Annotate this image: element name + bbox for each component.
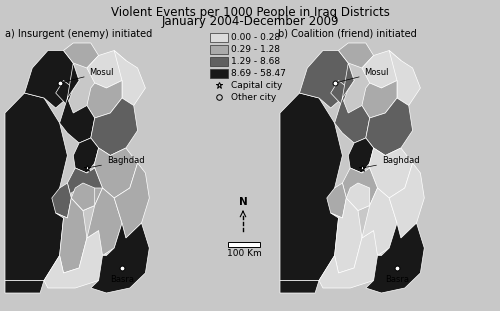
Bar [210, 57, 228, 66]
Polygon shape [342, 168, 378, 211]
Polygon shape [330, 198, 362, 273]
Polygon shape [319, 230, 382, 288]
Polygon shape [72, 188, 102, 211]
Text: January 2004-December 2009: January 2004-December 2009 [161, 15, 339, 28]
Text: Baghdad: Baghdad [90, 156, 144, 167]
Polygon shape [280, 281, 319, 293]
Polygon shape [348, 138, 374, 173]
Polygon shape [389, 50, 420, 105]
Polygon shape [362, 81, 397, 118]
Text: b) Coalition (friend) initiated: b) Coalition (friend) initiated [278, 29, 417, 39]
Polygon shape [334, 63, 370, 143]
Text: 1.29 - 8.68: 1.29 - 8.68 [231, 57, 280, 66]
Polygon shape [362, 50, 401, 88]
Bar [210, 33, 228, 42]
Polygon shape [362, 188, 397, 256]
Polygon shape [280, 93, 342, 281]
Text: 8.69 - 58.47: 8.69 - 58.47 [231, 69, 286, 78]
Text: Other city: Other city [231, 92, 276, 101]
Text: Capital city: Capital city [231, 81, 282, 90]
Polygon shape [114, 163, 150, 238]
Polygon shape [330, 81, 348, 105]
Polygon shape [91, 98, 138, 156]
Polygon shape [91, 223, 150, 293]
Bar [228, 242, 260, 247]
Text: Mosul: Mosul [338, 68, 389, 82]
Polygon shape [44, 230, 106, 288]
Polygon shape [5, 281, 44, 293]
Text: N: N [238, 197, 248, 207]
Polygon shape [366, 98, 412, 156]
Polygon shape [389, 163, 424, 238]
Polygon shape [52, 183, 72, 218]
Polygon shape [56, 198, 87, 273]
Polygon shape [114, 50, 146, 105]
Polygon shape [24, 50, 79, 108]
Text: 0.29 - 1.28: 0.29 - 1.28 [231, 45, 280, 54]
Polygon shape [5, 93, 68, 281]
Polygon shape [64, 43, 98, 68]
Polygon shape [370, 148, 412, 198]
Polygon shape [87, 50, 126, 88]
Polygon shape [68, 168, 102, 211]
Text: Mosul: Mosul [62, 68, 114, 82]
Polygon shape [60, 63, 94, 143]
Polygon shape [87, 188, 122, 256]
Text: 0.00 - 0.28: 0.00 - 0.28 [231, 33, 280, 42]
Polygon shape [366, 223, 424, 293]
Polygon shape [56, 81, 73, 105]
Text: Baghdad: Baghdad [364, 156, 420, 167]
Text: 100 Km: 100 Km [226, 249, 262, 258]
Polygon shape [87, 81, 122, 118]
Bar [210, 69, 228, 78]
Polygon shape [94, 148, 138, 198]
Polygon shape [338, 43, 374, 68]
Text: Violent Events per 1000 People in Iraq Districts: Violent Events per 1000 People in Iraq D… [110, 6, 390, 19]
Text: Basra: Basra [385, 275, 409, 284]
Text: a) Insurgent (enemy) initiated: a) Insurgent (enemy) initiated [5, 29, 152, 39]
Text: Basra: Basra [110, 275, 134, 284]
Polygon shape [72, 183, 94, 211]
Polygon shape [346, 183, 370, 211]
Polygon shape [300, 50, 354, 108]
Polygon shape [327, 183, 346, 218]
Bar [210, 45, 228, 54]
Polygon shape [73, 138, 98, 173]
